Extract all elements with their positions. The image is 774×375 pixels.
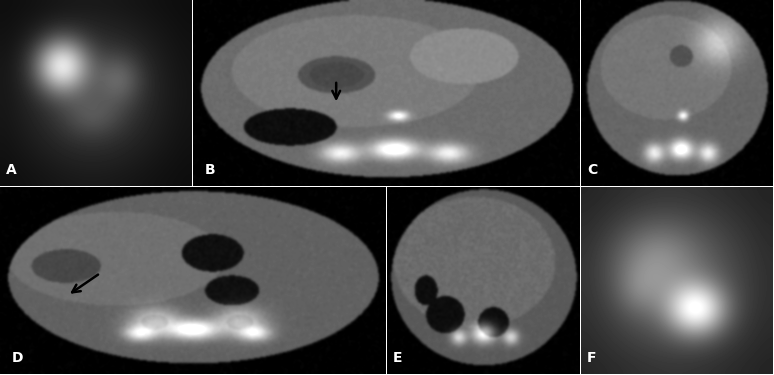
Text: D: D xyxy=(12,351,23,364)
Text: F: F xyxy=(587,351,596,364)
Text: B: B xyxy=(204,163,215,177)
Text: E: E xyxy=(392,351,402,364)
Text: A: A xyxy=(5,163,16,177)
Text: C: C xyxy=(587,163,597,177)
